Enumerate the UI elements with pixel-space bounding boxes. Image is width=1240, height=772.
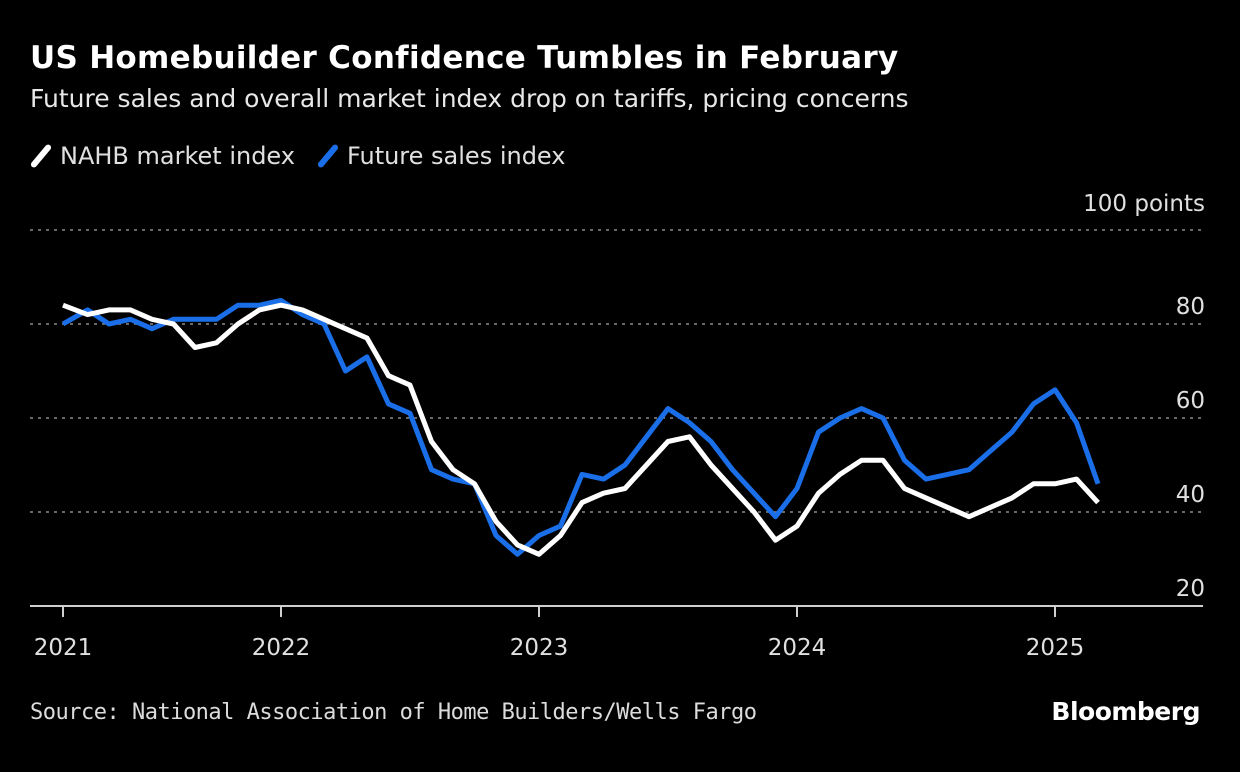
y-tick-label: 40 — [1176, 482, 1205, 508]
legend-item-future-sales: Future sales index — [316, 142, 566, 170]
legend-label-nahb: NAHB market index — [60, 142, 295, 170]
source-note: Source: National Association of Home Bui… — [30, 700, 757, 725]
y-tick-label: 80 — [1176, 294, 1205, 320]
x-tick-label: 2023 — [510, 635, 569, 661]
legend-label-future-sales: Future sales index — [346, 142, 566, 170]
series-line-nahb — [62, 302, 1100, 557]
x-tick-label: 2021 — [34, 635, 93, 661]
chart-subtitle: Future sales and overall market index dr… — [30, 84, 909, 113]
legend-item-nahb: NAHB market index — [29, 142, 295, 170]
legend: NAHB market index Future sales index — [29, 142, 566, 170]
y-tick-label: 60 — [1176, 388, 1205, 414]
x-tick-label: 2024 — [768, 635, 827, 661]
y-unit-label: 100 points — [1083, 191, 1205, 217]
y-tick-label: 20 — [1176, 576, 1205, 602]
bloomberg-logo: Bloomberg — [1051, 697, 1200, 726]
chart-title: US Homebuilder Confidence Tumbles in Feb… — [30, 40, 899, 76]
x-tick-label: 2022 — [252, 635, 311, 661]
x-tick-label: 2025 — [1026, 635, 1085, 661]
